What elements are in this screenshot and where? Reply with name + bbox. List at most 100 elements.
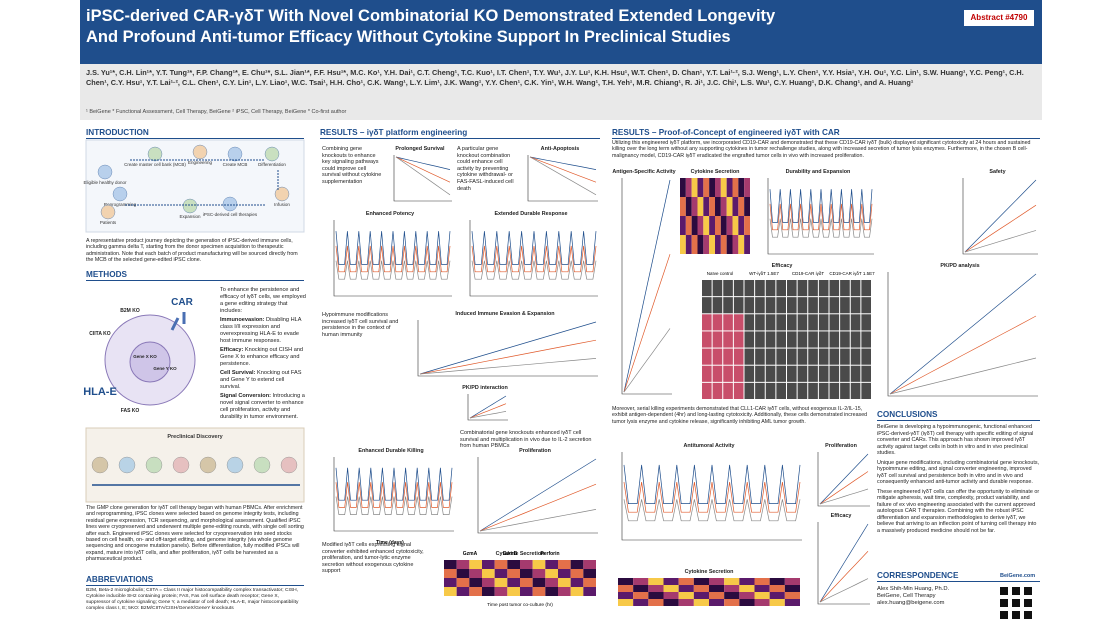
image-cell [744,331,755,348]
heat-cell [545,569,558,578]
conclusion-paragraph: BeiGene is developing a hypoimmunogenic,… [877,424,1034,456]
curve [335,231,451,265]
result-text: Hypoimmune modifications increased iγδT … [322,312,399,338]
authors: J.S. Yu¹*, C.H. Lin¹*, Y.T. Tung¹*, F.P.… [86,68,1024,87]
heat-cell [520,569,533,578]
panel-title: Prolonged Survival [395,146,445,152]
heat-cell [482,587,495,596]
heat-cell [744,178,750,197]
title-line: iPSC-derived CAR-γδT With Novel Combinat… [86,7,776,25]
heat-cell [738,197,745,216]
heat-cell [754,592,770,599]
heat-cell [532,569,546,578]
intro-icon [192,144,208,160]
curve [335,467,453,501]
image-cell [861,382,871,399]
panel-title: Induced Immune Evasion & Expansion [455,311,554,317]
pipeline-step [172,456,190,474]
image-cell [787,348,797,365]
image-cell [797,365,808,382]
image-cell [829,348,840,365]
panel-title: Proliferation [825,443,857,449]
heat-cell [558,587,571,596]
image-cell [818,280,829,297]
image-cell [776,348,786,365]
image-cell [797,348,808,365]
image-cell [808,382,818,399]
qr-cell [1012,599,1016,603]
image-cell [712,365,723,382]
curve [479,509,597,532]
item-title: Immunoevasion: [220,317,265,323]
image-cell [840,297,850,314]
efficacy-col: WT-iγδT 1.5E7 [749,271,779,276]
axis [467,394,508,421]
qr-cell [1000,599,1004,603]
pipeline-title: Preclinical Discovery [167,434,223,440]
heat-cell [558,569,571,578]
heat-cell [482,578,495,587]
item-title: Efficacy: [220,347,244,353]
qr-cell [1012,603,1016,607]
image-cell [755,348,765,365]
heat-cell [769,592,785,599]
heat-cell [685,197,692,216]
heat-cell [691,178,698,197]
diagram-label: CAR [171,297,193,308]
heat-cell [532,587,546,596]
item-text: Knocking out CISH and Gene X to enhance … [220,347,304,367]
heat-cell [456,578,470,587]
result-text: Combinatorial gene knockouts enhanced iγ… [460,430,592,450]
panel-title: Safety [989,169,1005,175]
image-cell [850,297,861,314]
image-cell [755,314,765,331]
heat-cell [744,235,750,254]
heat-cell [691,216,698,235]
heat-cell [738,178,745,197]
result-text: Modified iγδT cells expressing signal co… [322,542,424,575]
axis [767,178,874,255]
heat-cell [732,197,739,216]
heat-cell [709,599,725,606]
heat-cell [469,569,482,578]
correspondence-line: Alex Shih-Min Huang, Ph.D. [877,586,950,592]
qr-cell [1004,603,1008,607]
image-cell [840,314,850,331]
heat-cell [482,560,495,569]
method-item: Immunoevasion: Disabling HLA class I/II … [220,317,306,345]
intro-icon [112,186,128,202]
image-cell [776,314,786,331]
curve [889,315,1037,395]
image-cell [712,382,723,399]
panel-title: Durability and Expansion [786,169,851,175]
image-cell [776,331,786,348]
heat-cell [678,599,694,606]
curve [769,203,873,231]
intro-text: A representative product journey depicti… [86,238,298,264]
image-cell [829,365,840,382]
heat-cell [570,569,584,578]
heat-cell [507,587,520,596]
image-cell [829,297,840,314]
qr-cell [1016,587,1020,591]
image-cell [744,382,755,399]
qr-cell [1016,611,1020,615]
curve [419,358,597,375]
diagram-label: CIITA KO [89,331,110,337]
image-cell [808,348,818,365]
efficacy-col: CD19-CAR iγδT [792,271,825,276]
axis [477,457,598,534]
curve [395,156,451,183]
heat-cell [703,197,710,216]
result-text: A particular gene knockout combination c… [457,146,514,192]
section-heading: RESULTS – Proof-of-Concept of engineered… [612,128,1040,139]
item-title: Signal Conversion: [220,393,271,399]
image-cell [765,331,776,348]
panel-title: Proliferation [519,448,551,454]
heat-cell [663,599,679,606]
intro-icon [147,146,163,162]
qr-cell [1012,611,1016,615]
heat-col-label: GzmB [503,551,518,557]
heat-cell [769,585,785,592]
heat-cell [685,216,692,235]
